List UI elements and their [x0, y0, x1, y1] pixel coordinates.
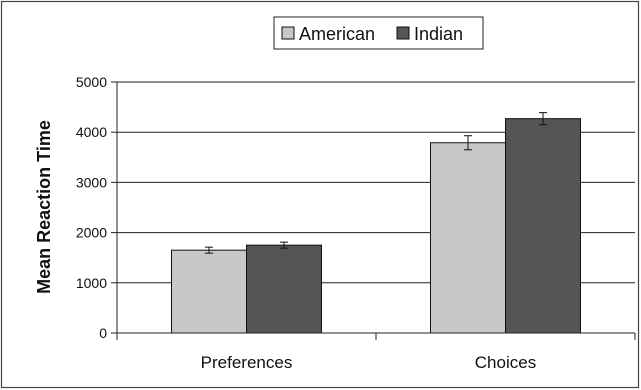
category-labels: Preferences Choices: [201, 353, 537, 372]
y-tick-labels: 0 1000 2000 3000 4000 5000: [76, 74, 107, 341]
y-tick-label: 3000: [76, 174, 107, 190]
legend-label: American: [299, 24, 375, 44]
error-bars: [205, 112, 547, 254]
legend-label: Indian: [414, 24, 463, 44]
bar-indian-choices: [505, 118, 581, 334]
y-tick-label: 5000: [76, 74, 107, 90]
axes: [111, 81, 636, 340]
legend: American Indian: [273, 16, 484, 50]
bar-indian-preferences: [246, 244, 322, 334]
legend-swatch: [396, 26, 410, 40]
y-tick-label: 2000: [76, 225, 107, 241]
category-label: Preferences: [201, 353, 293, 372]
bar-american-choices: [430, 142, 506, 334]
y-tick-label: 1000: [76, 275, 107, 291]
legend-box: [273, 16, 484, 50]
y-axis-title: Mean Reaction Time: [34, 120, 54, 294]
legend-swatch: [281, 26, 295, 40]
category-label: Choices: [475, 353, 536, 372]
y-tick-label: 0: [99, 325, 107, 341]
bars: [171, 118, 581, 334]
y-tick-label: 4000: [76, 124, 107, 140]
bar-american-preferences: [171, 249, 247, 334]
